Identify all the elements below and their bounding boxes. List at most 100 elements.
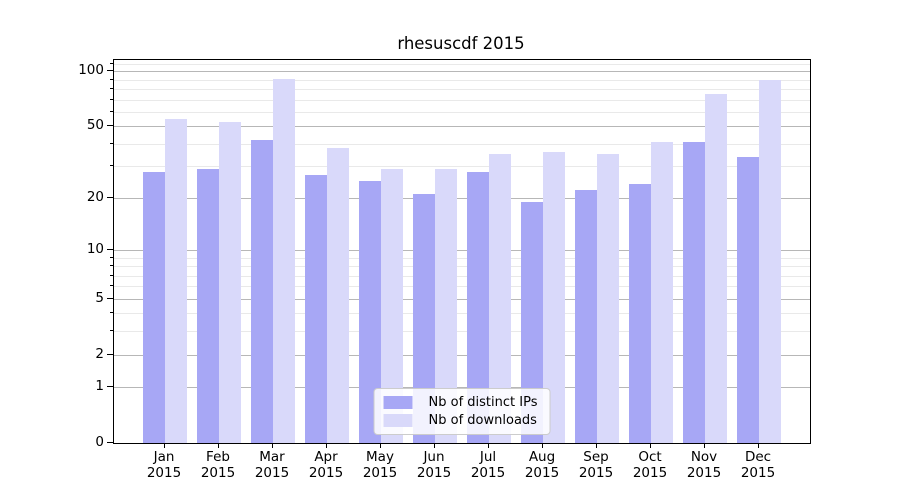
- y-tick-mark: [107, 442, 113, 443]
- gridline-minor: [114, 79, 810, 81]
- x-tick-mark: [542, 443, 543, 448]
- y-tick-label: 100: [78, 62, 104, 79]
- legend-item-downloads: Nb of downloads: [383, 413, 538, 428]
- gridline-minor: [114, 88, 810, 90]
- bar-downloads: [651, 141, 673, 443]
- gridline-minor: [114, 143, 810, 145]
- x-tick-label: Aug 2015: [524, 449, 560, 481]
- y-tick-label: 20: [86, 188, 104, 205]
- x-tick-mark: [488, 443, 489, 448]
- gridline-minor: [114, 257, 810, 259]
- y-tick-label: 50: [86, 117, 104, 134]
- bar-downloads: [435, 169, 457, 443]
- y-tick-label: 1: [95, 378, 104, 395]
- bar-distinct-ips: [143, 171, 165, 443]
- x-tick-label: Jun 2015: [416, 449, 452, 481]
- gridline-major: [114, 71, 810, 73]
- legend-swatch-downloads: [383, 414, 413, 427]
- gridline-major: [114, 298, 810, 300]
- y-minor-tick-mark: [110, 98, 113, 100]
- x-tick-label: Oct 2015: [632, 449, 668, 481]
- y-tick-label: 10: [86, 240, 104, 257]
- x-tick-mark: [596, 443, 597, 448]
- x-tick-label: Sep 2015: [578, 449, 614, 481]
- y-tick-mark: [107, 196, 113, 198]
- y-tick-mark: [107, 353, 113, 355]
- y-minor-tick-mark: [110, 265, 113, 266]
- x-tick-mark: [326, 443, 327, 448]
- x-tick-mark: [164, 443, 165, 448]
- x-tick-label: Mar 2015: [254, 449, 290, 481]
- x-tick-mark: [434, 443, 435, 448]
- bar-downloads: [759, 80, 781, 443]
- y-tick-mark: [107, 386, 113, 388]
- y-minor-tick-mark: [110, 78, 113, 80]
- bar-distinct-ips: [305, 174, 327, 443]
- gridline-minor: [114, 166, 810, 168]
- y-tick-label: 2: [95, 345, 104, 362]
- bar-distinct-ips: [467, 171, 489, 443]
- gridline-minor: [114, 63, 810, 65]
- bar-downloads: [543, 152, 565, 443]
- y-minor-tick-mark: [110, 142, 113, 144]
- y-tick-mark: [107, 297, 113, 299]
- x-tick-mark: [380, 443, 381, 448]
- x-tick-label: Jan 2015: [146, 449, 182, 481]
- y-minor-tick-mark: [110, 87, 113, 89]
- bar-downloads: [597, 154, 619, 443]
- chart-title: rhesuscdf 2015: [397, 34, 525, 53]
- y-minor-tick-mark: [110, 256, 113, 258]
- legend-label-distinct-ips: Nb of distinct IPs: [428, 395, 538, 410]
- gridline-major: [114, 354, 810, 356]
- gridline-minor: [114, 313, 810, 315]
- x-tick-label: Dec 2015: [740, 449, 776, 481]
- x-tick-label: Jul 2015: [470, 449, 506, 481]
- y-minor-tick-mark: [110, 110, 113, 112]
- gridline-minor: [114, 266, 810, 267]
- bar-downloads: [381, 169, 403, 443]
- x-tick-mark: [272, 443, 273, 448]
- y-minor-tick-mark: [110, 62, 113, 64]
- gridline-major: [114, 249, 810, 251]
- y-minor-tick-mark: [110, 285, 113, 287]
- y-tick-label: 5: [95, 289, 104, 306]
- bar-downloads: [219, 121, 241, 443]
- y-tick-mark: [107, 125, 113, 127]
- y-minor-tick-mark: [110, 330, 113, 332]
- plot-area: Nb of distinct IPs Nb of downloads: [113, 59, 811, 444]
- bar-distinct-ips: [251, 140, 273, 443]
- gridline-major: [114, 126, 810, 128]
- x-tick-mark: [704, 443, 705, 448]
- bar-distinct-ips: [197, 169, 219, 443]
- y-tick-mark: [107, 248, 113, 250]
- bar-downloads: [489, 154, 511, 443]
- gridline-minor: [114, 99, 810, 101]
- gridline-major: [114, 387, 810, 389]
- gridline-minor: [114, 275, 810, 277]
- x-tick-mark: [650, 443, 651, 448]
- y-minor-tick-mark: [110, 165, 113, 167]
- y-minor-tick-mark: [110, 312, 113, 314]
- bar-distinct-ips: [359, 180, 381, 443]
- legend-item-distinct-ips: Nb of distinct IPs: [383, 395, 538, 410]
- gridline-major: [114, 197, 810, 199]
- x-tick-label: May 2015: [362, 449, 398, 481]
- bar-distinct-ips: [521, 201, 543, 443]
- x-tick-mark: [758, 443, 759, 448]
- x-tick-label: Nov 2015: [686, 449, 722, 481]
- legend-swatch-distinct-ips: [383, 396, 413, 409]
- y-tick-label: 0: [95, 434, 104, 450]
- x-tick-mark: [218, 443, 219, 448]
- legend-label-downloads: Nb of downloads: [428, 413, 537, 428]
- bar-distinct-ips: [413, 194, 435, 443]
- legend: Nb of distinct IPs Nb of downloads: [373, 388, 551, 435]
- gridline-minor: [114, 331, 810, 333]
- y-minor-tick-mark: [110, 274, 113, 276]
- bar-downloads: [165, 118, 187, 443]
- y-tick-mark: [107, 70, 113, 72]
- bar-distinct-ips: [629, 183, 651, 443]
- bar-downloads: [327, 147, 349, 443]
- bar-distinct-ips: [575, 190, 597, 443]
- x-tick-label: Apr 2015: [308, 449, 344, 481]
